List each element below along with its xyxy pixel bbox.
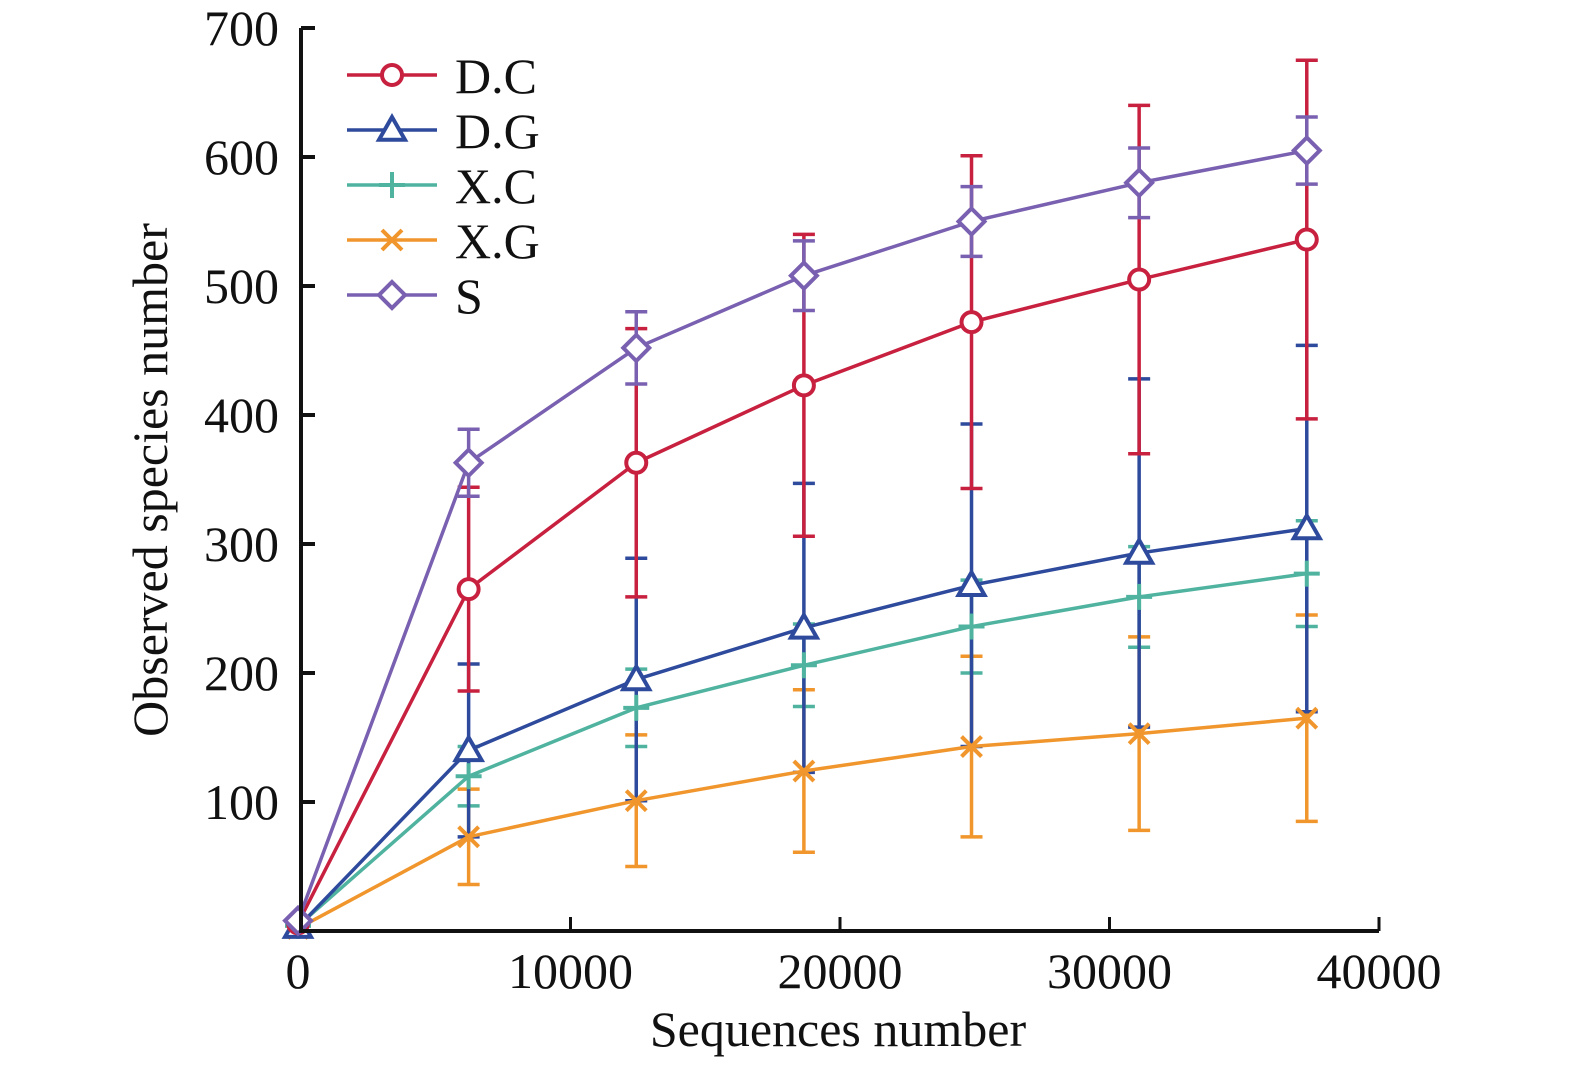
error-bars-x-c <box>457 519 1318 808</box>
y-ticks: 100 200 300 400 500 600 700 <box>204 0 315 830</box>
data-point <box>1127 267 1152 292</box>
series-points-s <box>282 134 1323 937</box>
legend-marker-plus-icon <box>379 172 405 198</box>
data-point <box>620 332 653 364</box>
data-point <box>452 446 485 479</box>
legend-item: D.C <box>347 48 537 104</box>
x-tick-label: 10000 <box>508 943 633 999</box>
legend-item: X.C <box>347 158 537 214</box>
data-point <box>1126 583 1153 610</box>
legend: D.CD.GX.CX.GS <box>347 48 540 324</box>
data-point <box>1290 511 1324 541</box>
data-point <box>624 789 648 813</box>
legend-marker-diamond-icon <box>376 279 408 311</box>
legend-marker-x-icon <box>380 228 404 252</box>
legend-marker-circle-icon <box>380 63 404 87</box>
y-tick-label: 700 <box>204 0 279 56</box>
data-point <box>1122 535 1156 565</box>
error-bars <box>457 58 1318 887</box>
y-tick-label: 400 <box>204 387 279 443</box>
data-point <box>456 577 481 602</box>
axes: 100 200 300 400 500 600 700 0 10000 20000 30000 40… <box>204 0 1442 999</box>
data-point <box>619 662 653 692</box>
data-point <box>958 613 985 640</box>
y-tick-label: 100 <box>204 774 279 830</box>
error-bars-d-c <box>457 58 1318 693</box>
data-point <box>955 205 988 238</box>
y-tick-label: 200 <box>204 645 279 701</box>
x-ticks: 0 10000 20000 30000 40000 <box>286 917 1442 999</box>
data-point <box>1290 134 1323 167</box>
data-point <box>1123 166 1155 199</box>
plot-series <box>281 58 1324 940</box>
y-tick-label: 300 <box>204 516 279 572</box>
error-bars-x-g <box>457 613 1318 887</box>
x-tick-label: 40000 <box>1317 943 1442 999</box>
legend-label: S <box>455 268 483 324</box>
legend-label: X.G <box>455 213 540 269</box>
legend-item: X.G <box>347 213 540 269</box>
data-point <box>455 763 482 790</box>
legend-label: D.C <box>455 48 537 104</box>
x-tick-label: 30000 <box>1047 943 1172 999</box>
data-point <box>790 652 817 679</box>
y-tick-label: 500 <box>204 258 279 314</box>
data-point <box>457 825 481 849</box>
y-axis-title: Observed species number <box>122 223 178 737</box>
data-point <box>1294 227 1319 252</box>
data-point <box>787 610 821 640</box>
x-axis-title: Sequences number <box>650 1001 1027 1057</box>
data-point <box>624 450 649 475</box>
data-point <box>452 733 486 763</box>
legend-item: D.G <box>347 103 540 159</box>
data-point <box>1293 560 1320 587</box>
legend-label: X.C <box>455 158 537 214</box>
legend-label: D.G <box>455 103 540 159</box>
data-point <box>960 735 983 758</box>
y-tick-label: 600 <box>204 129 279 185</box>
data-point <box>623 694 650 721</box>
data-point <box>792 759 816 783</box>
data-point <box>282 904 314 937</box>
x-tick-label: 0 <box>286 943 311 999</box>
data-point <box>1295 706 1319 730</box>
legend-marker-triangle-icon <box>375 112 409 142</box>
data-point <box>788 259 820 292</box>
legend-item: S <box>347 268 483 324</box>
data-point <box>955 568 988 598</box>
data-point <box>791 373 816 398</box>
x-tick-label: 20000 <box>778 943 903 999</box>
data-point <box>1127 722 1151 746</box>
data-point <box>959 310 984 335</box>
